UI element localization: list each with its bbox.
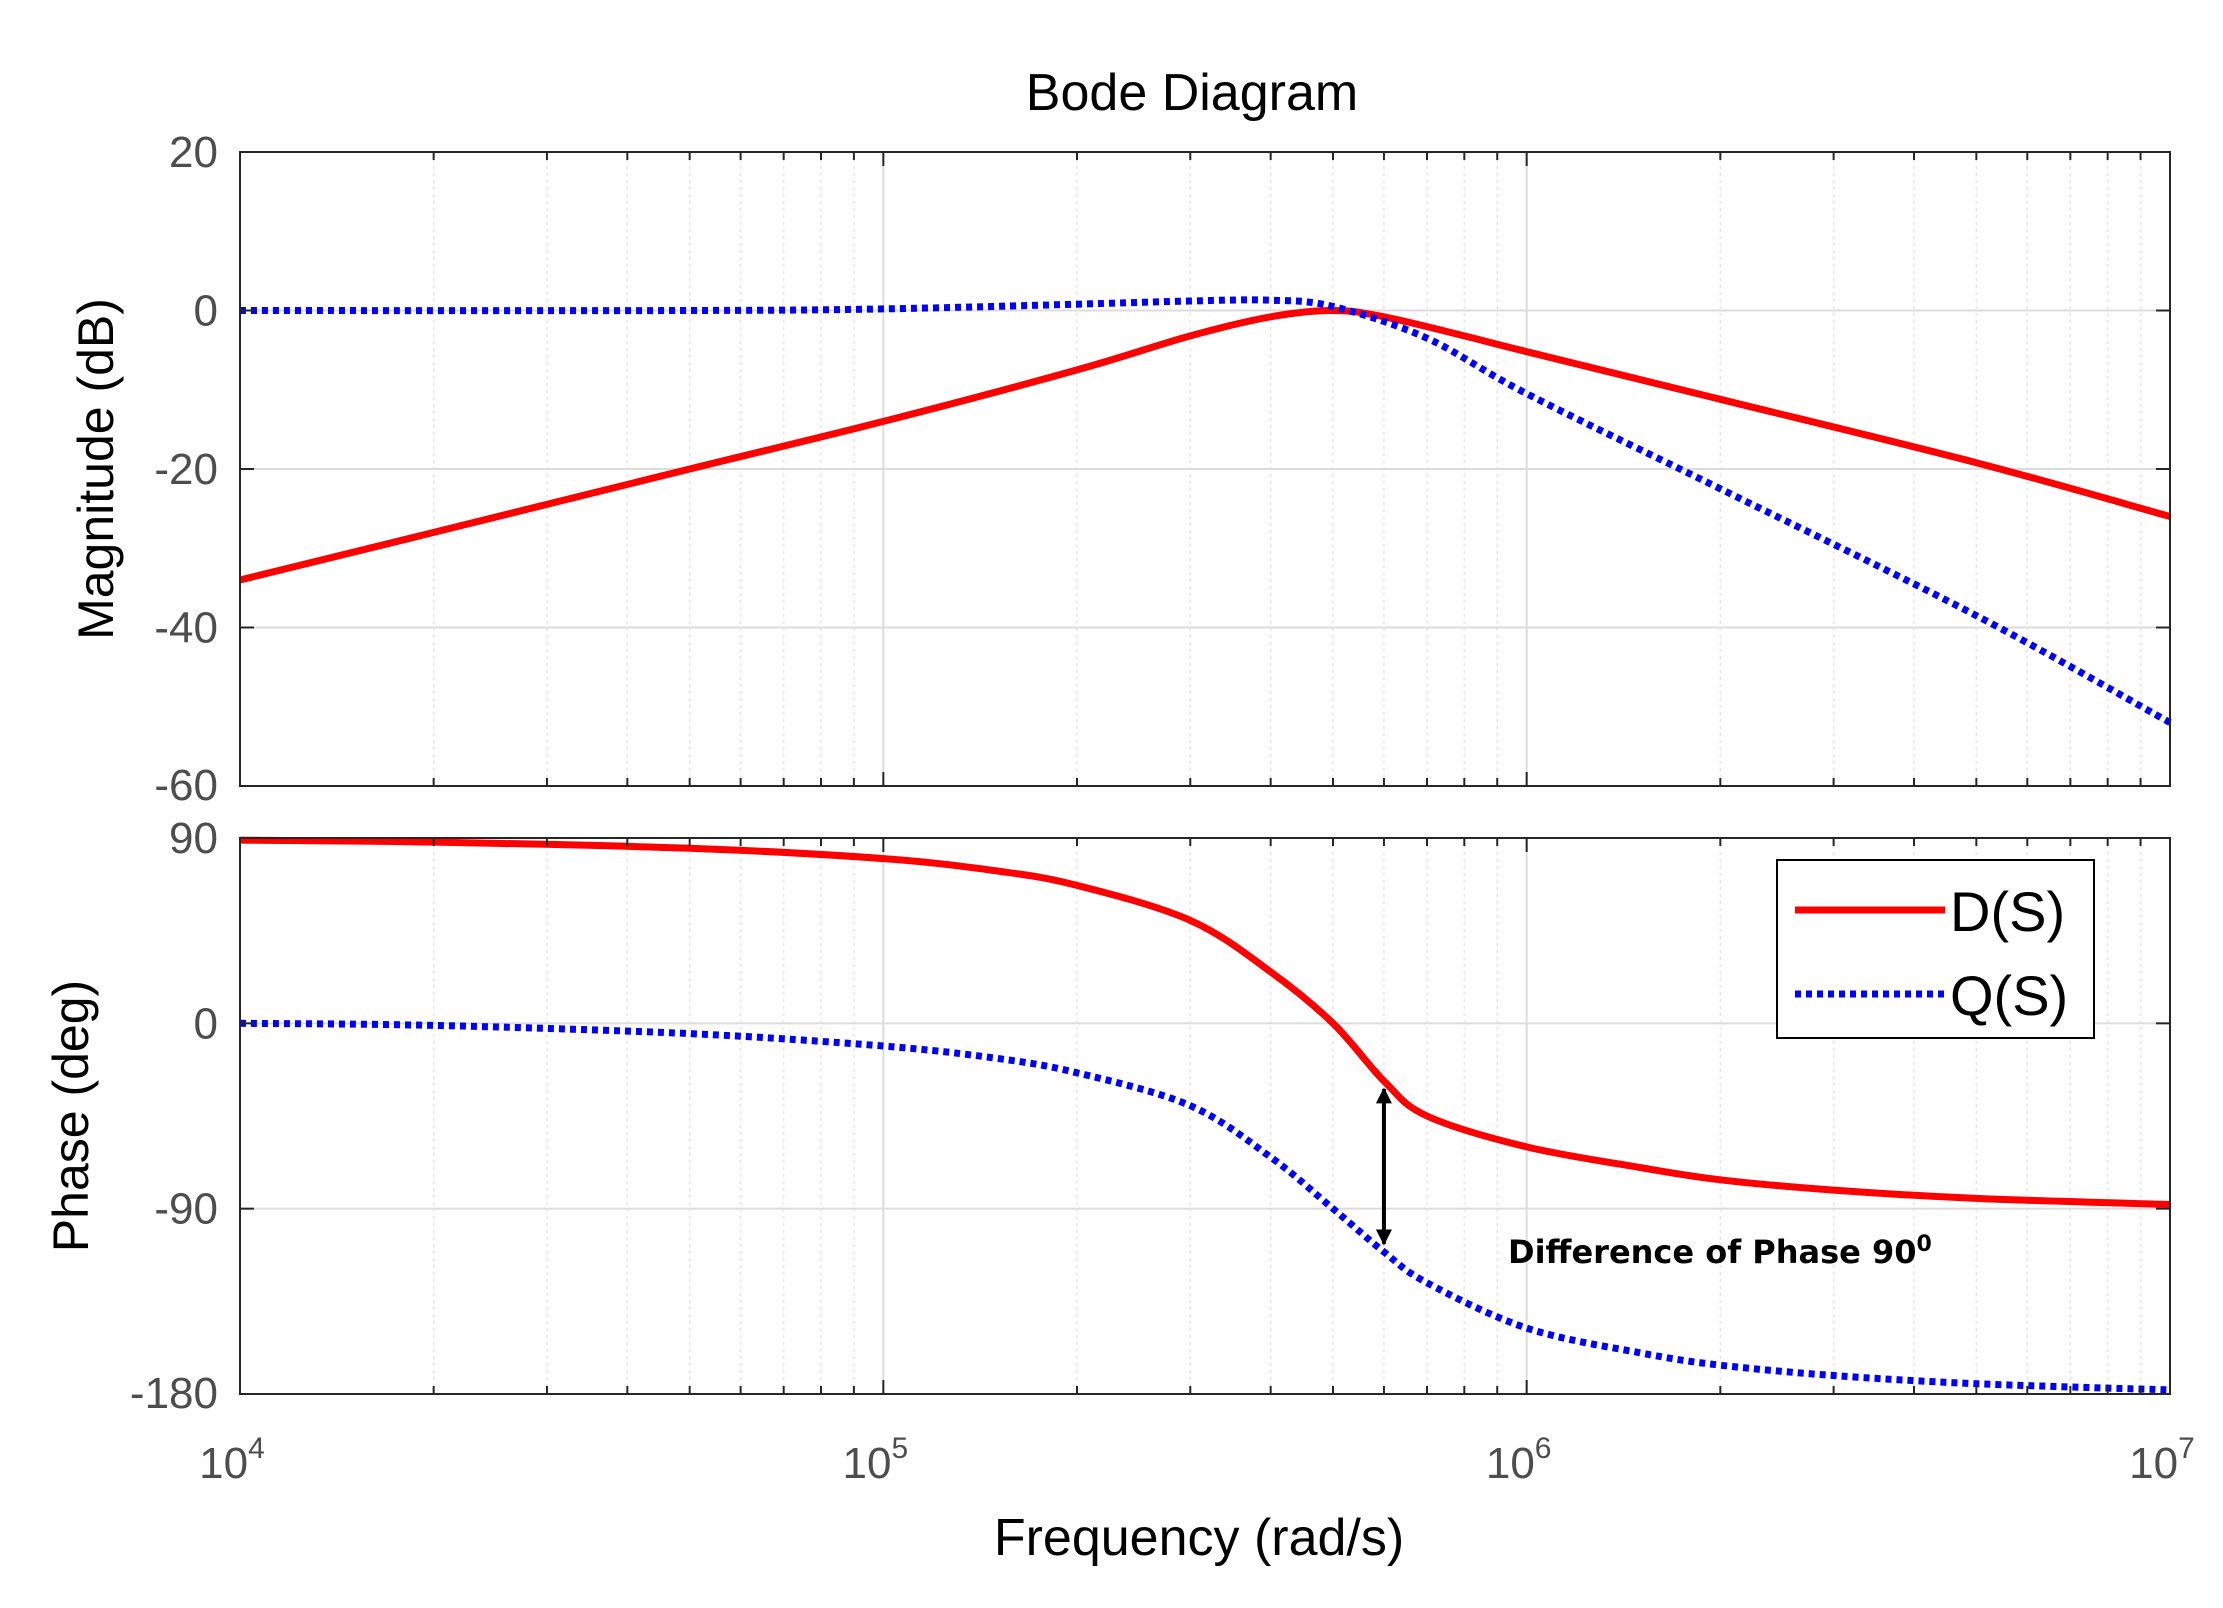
x-axis-ticks: 104 105 106 107 bbox=[199, 1432, 2195, 1488]
x-axis-label: Frequency (rad/s) bbox=[994, 1509, 1404, 1567]
magnitude-y-tick-label: -20 bbox=[154, 445, 218, 494]
magnitude-y-tick-label: 20 bbox=[169, 128, 218, 177]
chart-title: Bode Diagram bbox=[1026, 64, 1358, 122]
legend-box bbox=[1776, 859, 2095, 1039]
phase-y-axis-label: Phase (deg) bbox=[43, 980, 99, 1252]
x-tick-label: 106 bbox=[1486, 1432, 1552, 1488]
phase-series bbox=[239, 836, 2171, 1394]
phase-y-tick-label: 0 bbox=[194, 999, 218, 1048]
phase-line-ds bbox=[239, 836, 2171, 1208]
phase-y-ticks: 90 0 -90 -180 bbox=[130, 814, 2170, 1418]
annotation-superscript: 0 bbox=[1917, 1232, 1932, 1257]
phase-difference-annotation: Difference of Phase 900 bbox=[1508, 1232, 1932, 1271]
magnitude-series bbox=[239, 296, 2172, 726]
x-tick-label: 107 bbox=[2129, 1432, 2195, 1488]
magnitude-y-tick-label: -40 bbox=[154, 604, 218, 653]
magnitude-y-ticks: 20 0 -20 -40 -60 bbox=[154, 128, 2170, 810]
legend: D(S) Q(S) bbox=[1776, 859, 2095, 1039]
phase-y-tick-label: -180 bbox=[130, 1369, 218, 1418]
legend-label-d: D(S) bbox=[1950, 880, 2065, 943]
phase-panel: 90 0 -90 -180 Phase (deg) Difference of Pha… bbox=[43, 814, 2171, 1418]
magnitude-line-ds bbox=[239, 307, 2171, 584]
annotation-text: Difference of Phase 90 bbox=[1508, 1233, 1917, 1271]
magnitude-panel: 20 0 -20 -40 -60 Magnitude (dB) bbox=[68, 128, 2172, 810]
magnitude-y-tick-label: -60 bbox=[154, 761, 218, 810]
phase-y-tick-label: 90 bbox=[169, 814, 218, 863]
phase-axes-box bbox=[239, 837, 2171, 1395]
magnitude-line-qs bbox=[239, 296, 2172, 726]
legend-label-q: Q(S) bbox=[1950, 964, 2068, 1027]
magnitude-y-tick-label: 0 bbox=[194, 287, 218, 336]
magnitude-y-axis-label: Magnitude (dB) bbox=[68, 298, 124, 640]
phase-y-tick-label: -90 bbox=[154, 1185, 218, 1234]
x-tick-label: 105 bbox=[843, 1432, 909, 1488]
x-tick-label: 104 bbox=[199, 1432, 265, 1488]
